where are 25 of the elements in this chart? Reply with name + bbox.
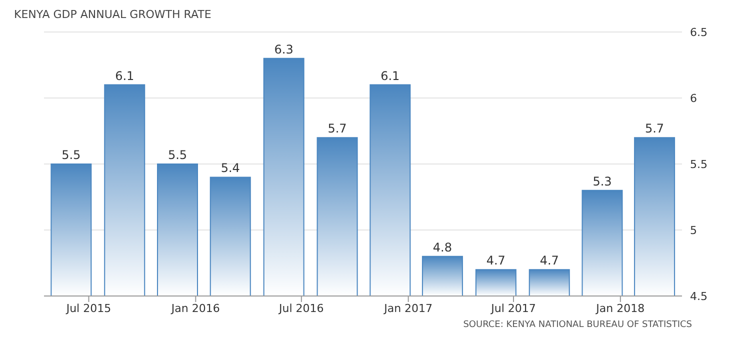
data-label: 4.8 bbox=[432, 240, 452, 254]
y-tick-label: 4.5 bbox=[690, 290, 708, 303]
x-tick-label: Jul 2015 bbox=[65, 302, 112, 315]
y-tick-label: 6.5 bbox=[690, 26, 708, 39]
data-label: 5.5 bbox=[62, 148, 81, 162]
data-label: 6.1 bbox=[115, 68, 134, 83]
x-tick-label: Jan 2018 bbox=[595, 302, 645, 315]
source-note: SOURCE: KENYA NATIONAL BUREAU OF STATISTICS bbox=[463, 320, 692, 330]
x-tick-label: Jan 2017 bbox=[383, 302, 433, 315]
x-tick-label: Jul 2017 bbox=[490, 302, 536, 315]
chart-title: KENYA GDP ANNUAL GROWTH RATE bbox=[14, 8, 212, 21]
data-label: 4.7 bbox=[540, 254, 559, 268]
x-tick-label: Jan 2016 bbox=[170, 302, 220, 315]
y-tick-label: 6 bbox=[690, 92, 697, 105]
y-tick-label: 5.5 bbox=[690, 158, 708, 171]
x-tick-label: Jul 2016 bbox=[278, 302, 324, 315]
data-label: 4.7 bbox=[486, 254, 506, 268]
data-label: 6.3 bbox=[274, 42, 294, 56]
data-label: 5.3 bbox=[592, 174, 612, 188]
y-tick-label: 5 bbox=[690, 224, 697, 237]
data-label: 5.7 bbox=[328, 122, 347, 136]
data-label: 5.7 bbox=[644, 122, 664, 136]
data-label: 6.1 bbox=[380, 68, 400, 83]
data-label: 5.4 bbox=[220, 161, 240, 176]
data-label: 5.5 bbox=[168, 148, 188, 162]
